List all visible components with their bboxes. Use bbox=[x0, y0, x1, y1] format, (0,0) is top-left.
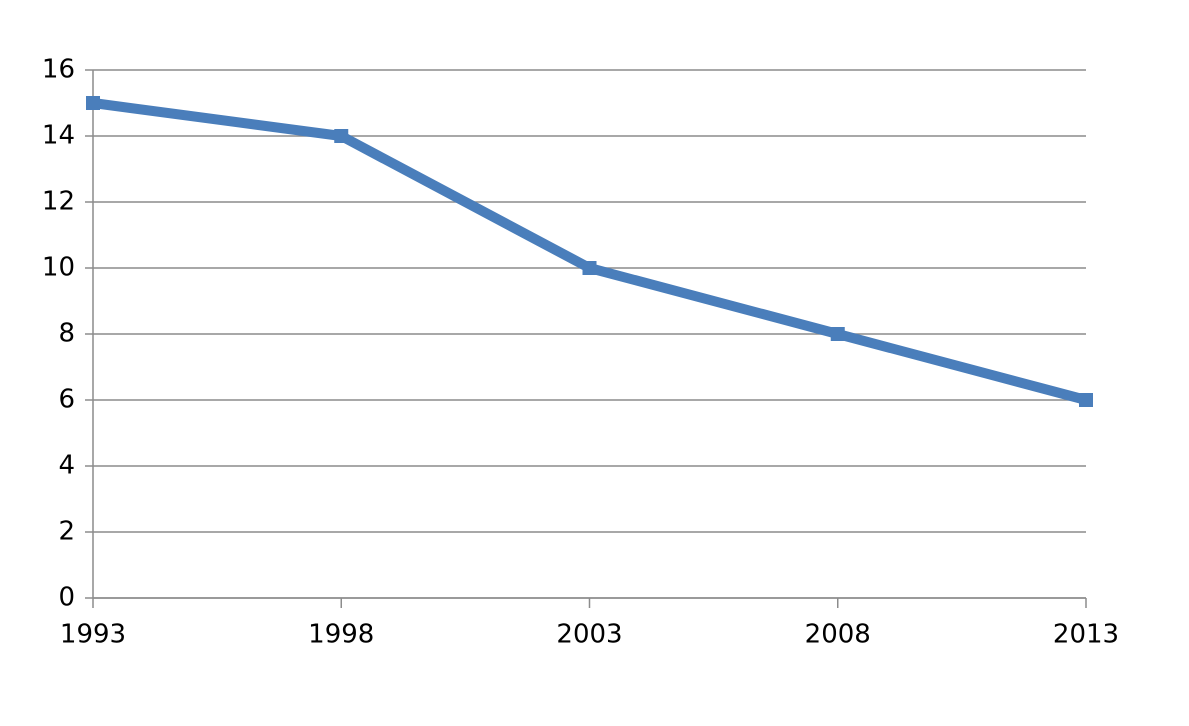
x-tick-label: 2008 bbox=[805, 620, 871, 650]
line bbox=[92, 98, 1088, 405]
y-tick-label: 8 bbox=[58, 319, 75, 349]
x-tick-label: 2013 bbox=[1053, 620, 1119, 650]
marker bbox=[1079, 393, 1093, 407]
y-tick-label: 10 bbox=[42, 253, 75, 283]
y-tick-label: 16 bbox=[42, 55, 75, 85]
y-tick-label: 12 bbox=[42, 187, 75, 217]
marker bbox=[582, 261, 597, 275]
y-tick-label: 0 bbox=[58, 583, 75, 613]
y-tick-label: 6 bbox=[58, 385, 75, 415]
x-tick-label: 2003 bbox=[556, 620, 622, 650]
y-tick-label: 14 bbox=[42, 121, 75, 151]
marker bbox=[334, 129, 349, 143]
x-tick-label: 1993 bbox=[60, 620, 126, 650]
x-tick-label: 1998 bbox=[308, 620, 374, 650]
marker bbox=[86, 96, 100, 110]
y-tick-label: 4 bbox=[58, 451, 75, 481]
y-tick-label: 2 bbox=[58, 517, 75, 547]
marker bbox=[830, 327, 845, 341]
